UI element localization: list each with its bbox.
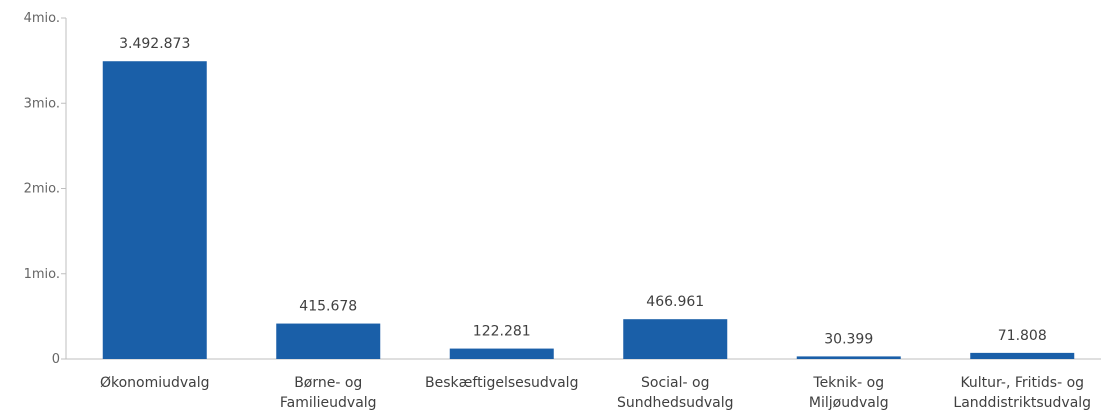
category-label: Teknik- og Miljøudvalg	[809, 375, 889, 411]
y-tick-label: 2mio.	[24, 182, 60, 197]
data-label: 122.281	[473, 324, 531, 340]
data-label: 415.678	[299, 299, 357, 315]
data-label: 71.808	[998, 328, 1047, 344]
bar[interactable]	[449, 348, 554, 359]
data-labels-group: 3.492.873 415.678 122.281 466.961 30.399 71.8…	[119, 36, 1047, 347]
category-label-line: Kultur-, Fritids- og	[960, 375, 1084, 391]
category-label-line: Landdistriktsudvalg	[953, 395, 1091, 411]
category-label: Kultur-, Fritids- og Landdistriktsudvalg	[953, 375, 1091, 411]
bar[interactable]	[796, 356, 901, 359]
category-label-line: Familieudvalg	[280, 395, 377, 411]
bar[interactable]	[970, 352, 1075, 359]
category-label-line: Børne- og	[294, 375, 362, 391]
category-label: Økonomiudvalg	[100, 375, 210, 391]
y-tick-label: 3mio.	[24, 96, 60, 111]
y-tick-label: 1mio.	[24, 267, 60, 282]
category-label-line: Økonomiudvalg	[100, 375, 210, 391]
category-label-line: Miljøudvalg	[809, 395, 889, 411]
y-tick-label: 4mio.	[24, 11, 60, 26]
category-label-line: Sundhedsudvalg	[617, 395, 734, 411]
bars-group	[102, 61, 1075, 360]
category-label: Børne- og Familieudvalg	[280, 375, 377, 411]
data-label: 30.399	[824, 331, 873, 347]
category-label: Social- og Sundhedsudvalg	[617, 375, 734, 411]
category-label: Beskæftigelsesudvalg	[425, 375, 578, 391]
data-label: 466.961	[646, 294, 704, 310]
y-axis: 0 1mio. 2mio. 3mio. 4mio.	[24, 11, 1101, 367]
bar[interactable]	[102, 61, 207, 360]
bar[interactable]	[623, 319, 728, 359]
x-axis-labels: Økonomiudvalg Børne- og Familieudvalg Beskæ…	[100, 375, 1091, 411]
bar[interactable]	[276, 323, 381, 359]
data-label: 3.492.873	[119, 36, 190, 52]
y-tick-label: 0	[52, 352, 60, 367]
category-label-line: Beskæftigelsesudvalg	[425, 375, 578, 391]
category-label-line: Social- og	[641, 375, 709, 391]
category-label-line: Teknik- og	[812, 375, 884, 391]
